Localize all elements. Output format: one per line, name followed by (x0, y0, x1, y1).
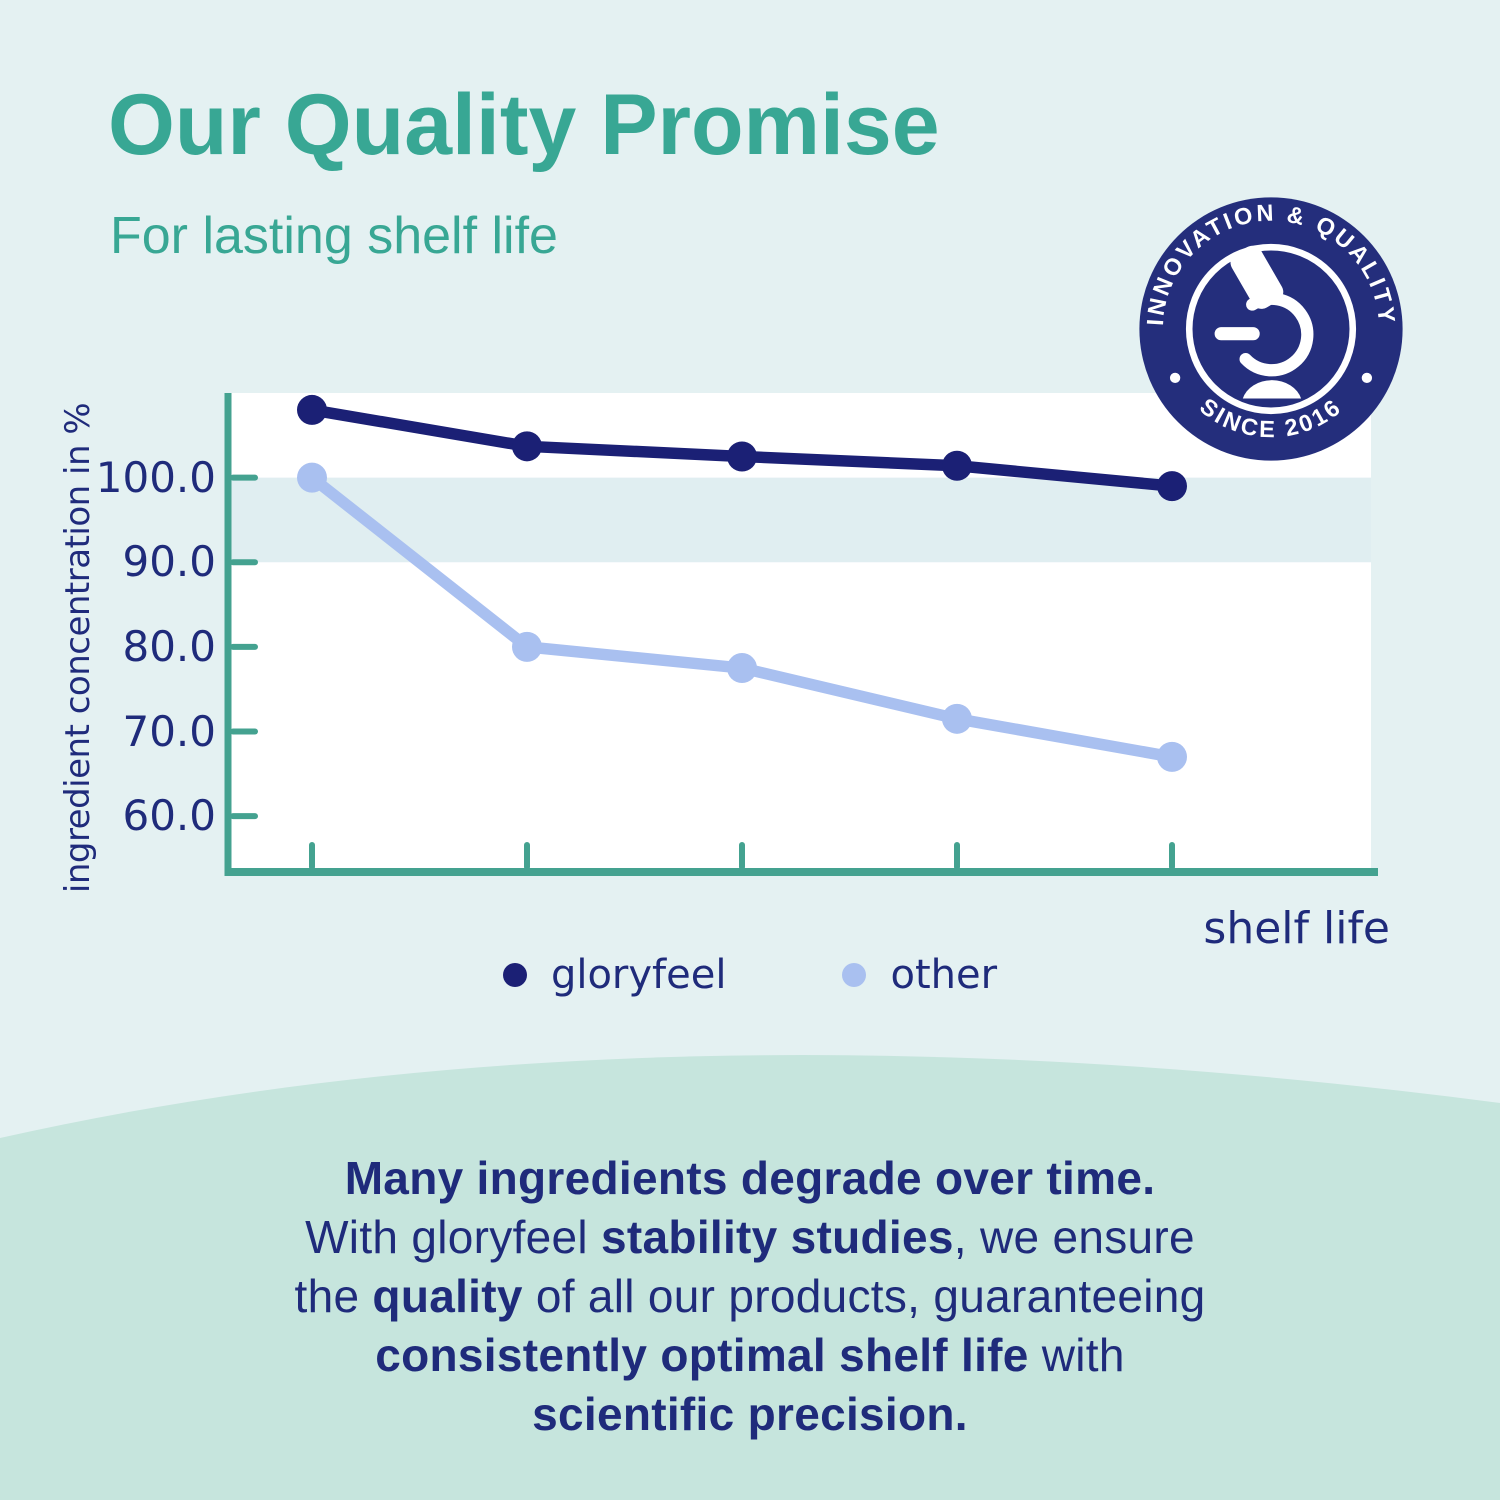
body-text: Many ingredients degrade over time. With … (0, 1149, 1500, 1444)
body-bold-text: Many ingredients degrade over time. (344, 1152, 1156, 1204)
gloryfeel-point (297, 394, 327, 425)
badge-right-dot (1361, 372, 1373, 384)
legend-dot-icon (842, 963, 867, 987)
body-line: consistently optimal shelf life with (0, 1326, 1500, 1385)
body-text-segment: with (1028, 1329, 1125, 1381)
other-point (512, 631, 542, 662)
legend-dot-icon (502, 963, 527, 987)
body-text-segment: the (294, 1270, 373, 1322)
wave-shape (0, 1055, 1500, 1500)
body-text-segment: , we ensure (953, 1211, 1195, 1263)
other-point (297, 462, 327, 493)
microscope-icon (1214, 245, 1314, 399)
other-point (942, 703, 972, 734)
gloryfeel-point (727, 441, 757, 472)
quality-badge-svg: INNOVATION & QUALITY SINCE 2016 (1139, 197, 1403, 461)
y-tick-label: 80.0 (122, 621, 216, 671)
y-tick-label: 70.0 (122, 706, 216, 756)
y-tick-label: 60.0 (122, 791, 216, 841)
y-tick-label: 100.0 (95, 452, 216, 502)
legend-label: gloryfeel (550, 952, 727, 998)
body-bold-text: stability studies (601, 1211, 954, 1263)
page-subtitle: For lasting shelf life (110, 207, 558, 265)
gloryfeel-point (942, 450, 972, 481)
gloryfeel-line (306, 404, 1178, 492)
quality-badge: INNOVATION & QUALITY SINCE 2016 (1130, 188, 1412, 470)
body-line: scientific precision. (0, 1385, 1500, 1444)
bottom-wave (0, 1055, 1500, 1500)
y-tick-label: 90.0 (122, 537, 216, 587)
chart-legend: gloryfeel other (0, 950, 1500, 1000)
body-line: the quality of all our products, guarant… (0, 1267, 1500, 1326)
other-line (306, 471, 1178, 763)
legend-item: gloryfeel (502, 952, 727, 998)
x-axis-label: shelf life (1203, 903, 1390, 954)
highlight-band (231, 477, 1371, 563)
body-bold-text: scientific precision. (532, 1388, 968, 1440)
gloryfeel-point (1157, 471, 1187, 502)
body-line: Many ingredients degrade over time. (0, 1149, 1500, 1208)
legend-item: other (842, 952, 997, 998)
other-point (1157, 741, 1187, 772)
badge-left-dot (1169, 372, 1181, 384)
other-point (727, 653, 757, 684)
body-line: With gloryfeel stability studies, we ens… (0, 1208, 1500, 1267)
body-text-segment: of all our products, guaranteeing (522, 1270, 1206, 1322)
page-title: Our Quality Promise (108, 77, 940, 173)
legend-label: other (890, 952, 998, 998)
gloryfeel-point (512, 431, 542, 462)
body-bold-text: quality (372, 1270, 523, 1322)
body-bold-text: consistently optimal shelf life (375, 1329, 1029, 1381)
body-text-segment: With gloryfeel (305, 1211, 602, 1263)
